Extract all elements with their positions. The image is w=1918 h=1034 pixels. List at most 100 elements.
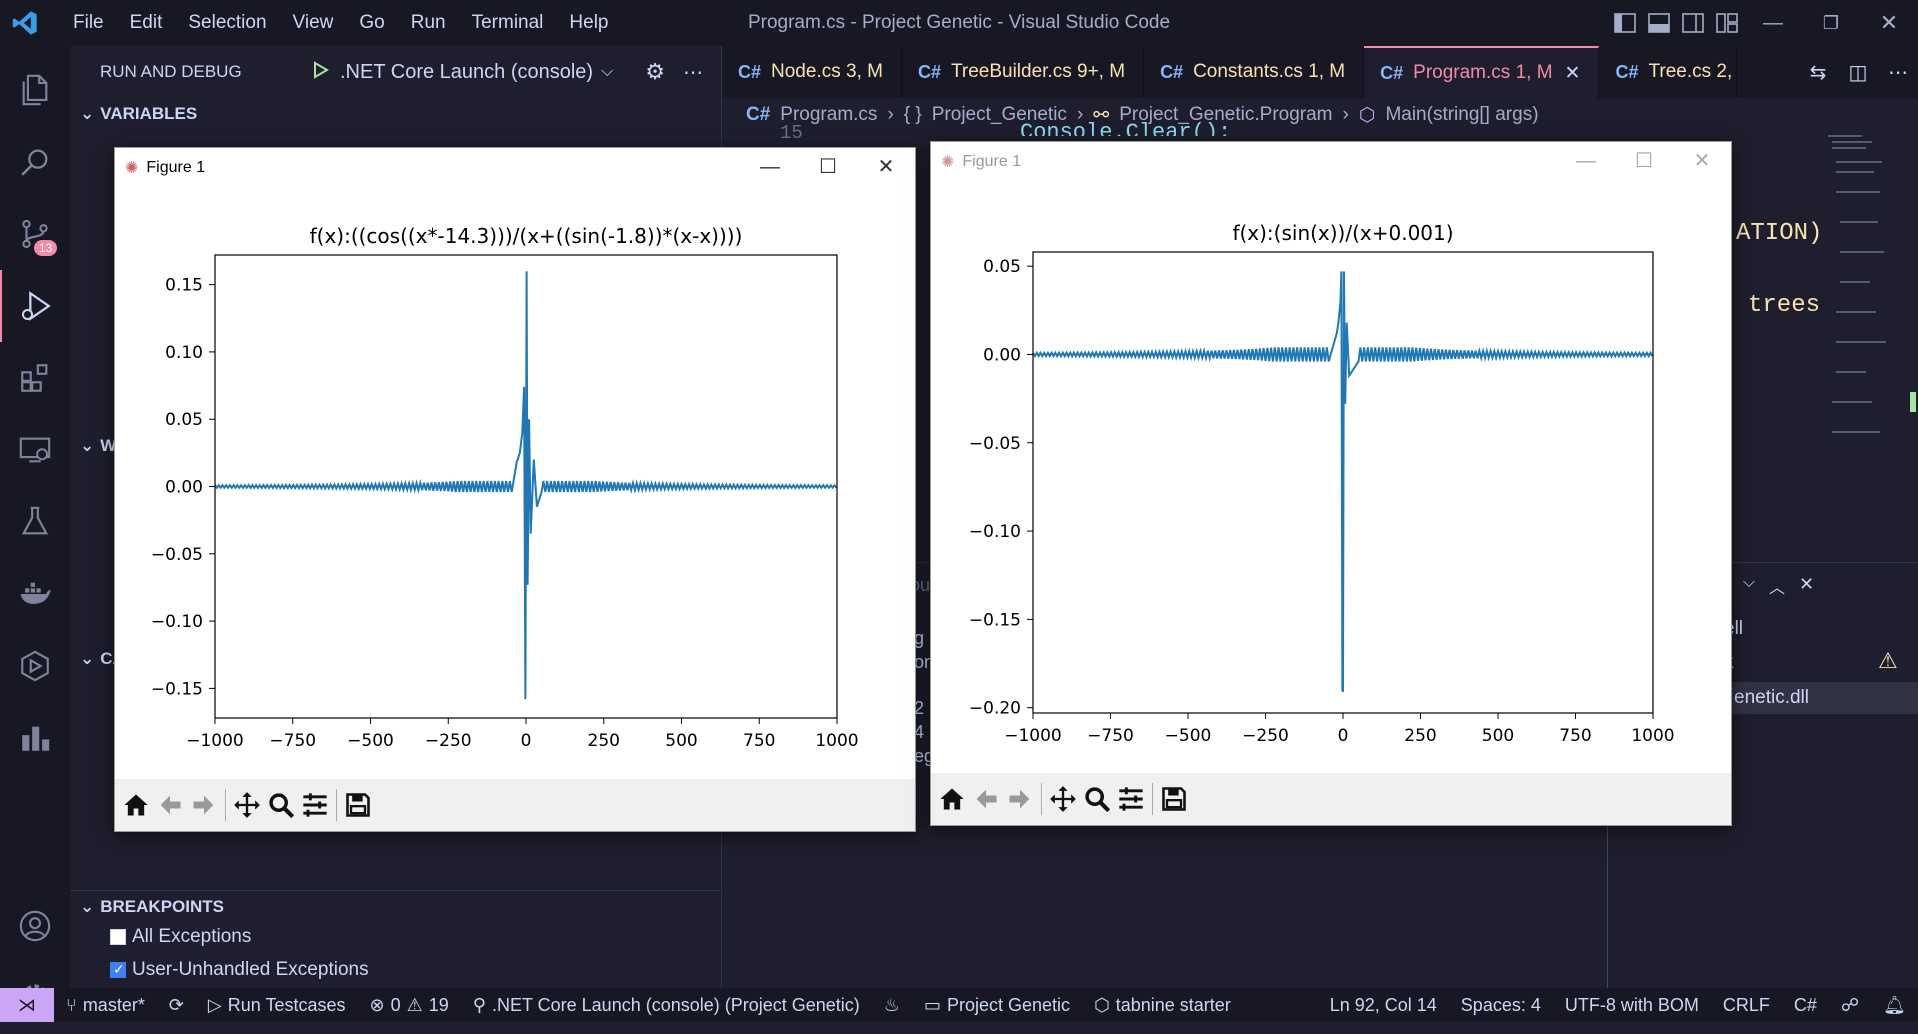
- breakpoint-user-unhandled[interactable]: User-Unhandled Exceptions: [110, 959, 369, 981]
- debug-icon: ⚲: [472, 994, 486, 1015]
- chevron-down-icon[interactable]: ⌵: [601, 63, 614, 80]
- start-debug-icon[interactable]: [310, 60, 330, 85]
- chevron-down-icon[interactable]: ⌵: [1742, 574, 1755, 591]
- maximize-panel-icon[interactable]: ︿: [1769, 580, 1786, 597]
- tabnine-status[interactable]: ⬡ tabnine starter: [1082, 995, 1243, 1016]
- menu-file[interactable]: File: [73, 12, 104, 33]
- launch-config-select[interactable]: .NET Core Launch (console): [340, 60, 594, 83]
- more-actions-icon[interactable]: ⋯: [682, 61, 703, 84]
- minimize-button[interactable]: —: [760, 156, 780, 178]
- terminal-list-item-selected[interactable]: enetic.dll: [1730, 682, 1918, 714]
- toggle-panel-icon[interactable]: [1642, 13, 1676, 33]
- minimize-button[interactable]: —: [1576, 150, 1596, 172]
- toggle-secondary-sidebar-icon[interactable]: [1676, 13, 1710, 33]
- home-icon[interactable]: [935, 779, 969, 819]
- chart-2[interactable]: f(x):(sin(x))/(x+0.001) −1000 −750 −500 −250…: [931, 182, 1731, 774]
- menu-view[interactable]: View: [292, 12, 334, 33]
- source-control-icon[interactable]: 13: [0, 198, 70, 270]
- search-icon[interactable]: [0, 126, 70, 198]
- sync-icon[interactable]: ⟳: [168, 994, 184, 1015]
- flame-icon[interactable]: ♨: [883, 994, 900, 1015]
- configure-subplots-icon[interactable]: [1114, 779, 1148, 819]
- save-icon[interactable]: [1157, 779, 1191, 819]
- configure-subplots-icon[interactable]: [298, 785, 332, 825]
- problems-status[interactable]: ⊗ 0 ⚠ 19: [358, 995, 461, 1016]
- menu-selection[interactable]: Selection: [188, 12, 267, 33]
- watch-section[interactable]: ⌄ W: [70, 430, 722, 462]
- project-status[interactable]: ▭ Project Genetic: [912, 995, 1082, 1016]
- tab-node[interactable]: C# Node.cs 3, M: [722, 46, 902, 98]
- remote-indicator-icon[interactable]: ⋊: [0, 988, 54, 1022]
- y-tick-label: 0.10: [165, 343, 203, 363]
- menu-go[interactable]: Go: [359, 12, 385, 33]
- customize-layout-icon[interactable]: [1710, 13, 1744, 33]
- back-arrow-icon[interactable]: [969, 779, 1003, 819]
- split-editor-icon[interactable]: ◫: [1848, 61, 1868, 84]
- deploy-icon[interactable]: [0, 630, 70, 702]
- toggle-primary-sidebar-icon[interactable]: [1608, 13, 1642, 33]
- cursor-position[interactable]: Ln 92, Col 14: [1329, 994, 1437, 1015]
- close-tab-icon[interactable]: ✕: [1564, 62, 1581, 84]
- panel-text-fragment: 4: [914, 722, 925, 742]
- maximize-button[interactable]: ☐: [819, 156, 837, 178]
- feedback-icon[interactable]: ☍: [1840, 994, 1860, 1015]
- checkbox[interactable]: [110, 929, 126, 945]
- menu-run[interactable]: Run: [410, 12, 446, 33]
- tab-program[interactable]: C# Program.cs 1, M ✕: [1364, 46, 1600, 98]
- notifications-bell-icon[interactable]: 🔔︎: [1883, 994, 1906, 1015]
- open-changes-icon[interactable]: ⇆: [1809, 61, 1827, 84]
- testing-icon[interactable]: [0, 486, 70, 558]
- explorer-icon[interactable]: [0, 54, 70, 126]
- minimize-button[interactable]: —: [1763, 11, 1783, 34]
- restore-button[interactable]: ❐: [1822, 12, 1840, 33]
- menu-help[interactable]: Help: [569, 12, 609, 33]
- accounts-icon[interactable]: [0, 890, 70, 962]
- run-debug-icon[interactable]: [0, 270, 70, 342]
- breadcrumb-method[interactable]: Main(string[] args): [1385, 104, 1539, 125]
- tab-treebuilder[interactable]: C# TreeBuilder.cs 9+, M: [902, 46, 1145, 98]
- menu-edit[interactable]: Edit: [129, 12, 163, 33]
- extensions-icon[interactable]: [0, 342, 70, 414]
- breadcrumb-namespace[interactable]: Project_Genetic: [931, 104, 1067, 125]
- breadcrumb-file[interactable]: Program.cs: [780, 104, 878, 125]
- back-arrow-icon[interactable]: [153, 785, 187, 825]
- close-panel-icon[interactable]: ✕: [1799, 574, 1815, 594]
- pan-icon[interactable]: [1046, 779, 1080, 819]
- editor-scrollbar[interactable]: [1904, 132, 1918, 462]
- variables-section[interactable]: ⌄ VARIABLES: [70, 98, 722, 130]
- chevron-right-icon: ›: [1342, 104, 1349, 125]
- pan-icon[interactable]: [230, 785, 264, 825]
- charts-icon[interactable]: [0, 702, 70, 774]
- chart-1[interactable]: f(x):((cos((x*-14.3)))/(x+((sin(-1.8))*(…: [115, 188, 915, 780]
- tab-constants[interactable]: C# Constants.cs 1, M: [1144, 46, 1365, 98]
- forward-arrow-icon[interactable]: [1003, 779, 1037, 819]
- tab-status: 9+, M: [1077, 61, 1126, 82]
- breadcrumb-class[interactable]: Project_Genetic.Program: [1119, 104, 1333, 125]
- more-actions-icon[interactable]: ⋯: [1888, 61, 1908, 84]
- encoding[interactable]: UTF-8 with BOM: [1564, 994, 1699, 1015]
- indentation[interactable]: Spaces: 4: [1460, 994, 1541, 1015]
- run-testcases[interactable]: ▷ Run Testcases: [196, 995, 358, 1016]
- breakpoints-section[interactable]: ⌄ BREAKPOINTS: [70, 890, 722, 922]
- language-mode[interactable]: C#: [1793, 994, 1817, 1015]
- menu-terminal[interactable]: Terminal: [471, 12, 544, 33]
- zoom-icon[interactable]: [264, 785, 298, 825]
- docker-icon[interactable]: [0, 558, 70, 630]
- maximize-button[interactable]: ☐: [1635, 150, 1653, 172]
- branch-status[interactable]: ⑂ master*: [54, 995, 157, 1016]
- save-icon[interactable]: [341, 785, 375, 825]
- launch-settings-gear-icon[interactable]: ⚙: [645, 59, 665, 84]
- close-button[interactable]: ✕: [1693, 150, 1711, 172]
- tab-tree[interactable]: C# Tree.cs 2,: [1599, 46, 1738, 98]
- home-icon[interactable]: [119, 785, 153, 825]
- zoom-icon[interactable]: [1080, 779, 1114, 819]
- debug-config-status[interactable]: ⚲ .NET Core Launch (console) (Project Gen…: [461, 995, 872, 1016]
- close-button[interactable]: ✕: [877, 156, 895, 178]
- minimap[interactable]: [1822, 132, 1902, 462]
- line-endings[interactable]: CRLF: [1722, 994, 1770, 1015]
- close-button[interactable]: ✕: [1879, 10, 1899, 35]
- breakpoint-all-exceptions[interactable]: All Exceptions: [110, 926, 251, 948]
- forward-arrow-icon[interactable]: [187, 785, 221, 825]
- checkbox[interactable]: [110, 961, 126, 978]
- remote-explorer-icon[interactable]: [0, 414, 70, 486]
